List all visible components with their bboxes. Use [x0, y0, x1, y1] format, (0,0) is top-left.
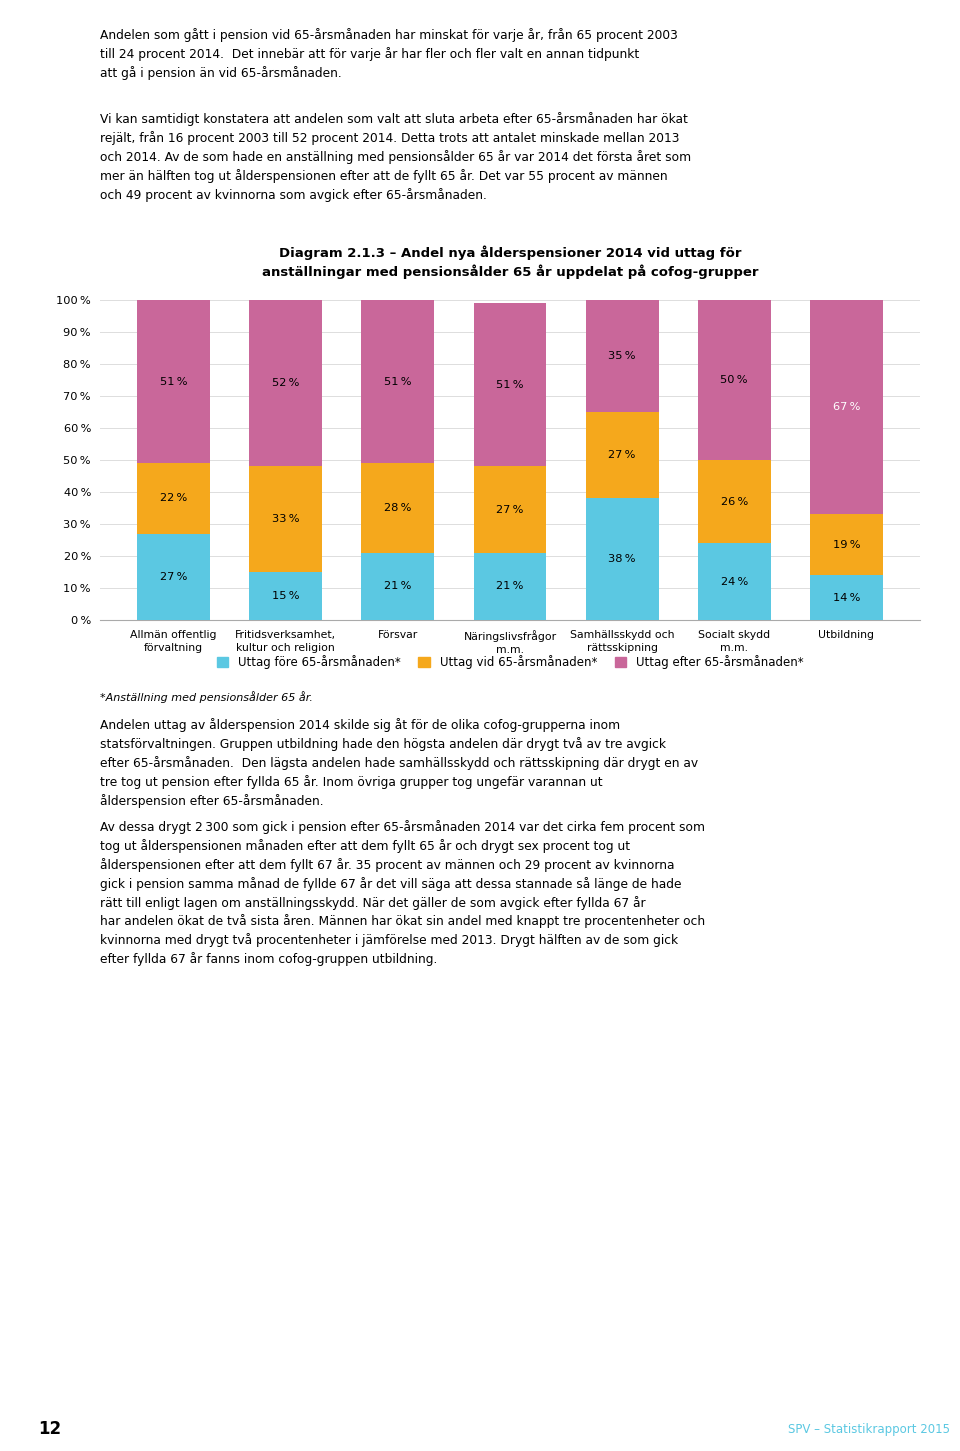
Text: Andelen uttag av ålderspension 2014 skilde sig åt för de olika cofog-grupperna i: Andelen uttag av ålderspension 2014 skil…: [100, 718, 698, 808]
Bar: [362, 300, 434, 463]
Text: Diagram 2.1.3 – Andel nya ålderspensioner 2014 vid uttag för
anställningar med p: Diagram 2.1.3 – Andel nya ålderspensione…: [262, 245, 758, 279]
Bar: [586, 300, 659, 412]
Text: 24 %: 24 %: [721, 576, 748, 586]
Bar: [698, 300, 771, 460]
Text: 21 %: 21 %: [384, 582, 412, 592]
Bar: [698, 543, 771, 620]
Text: 52 %: 52 %: [272, 379, 300, 389]
Text: SPV – Statistikrapport 2015: SPV – Statistikrapport 2015: [788, 1423, 950, 1435]
Bar: [810, 300, 883, 515]
Bar: [362, 553, 434, 620]
Text: 27 %: 27 %: [160, 572, 187, 582]
Bar: [250, 466, 323, 572]
Text: Nybeviljade pensioner: Nybeviljade pensioner: [12, 506, 25, 654]
Bar: [250, 300, 323, 466]
Text: 21 %: 21 %: [496, 582, 524, 592]
Text: 38 %: 38 %: [609, 554, 636, 564]
Text: 28 %: 28 %: [384, 503, 412, 514]
Bar: [586, 412, 659, 498]
Bar: [137, 300, 210, 463]
Text: Av dessa drygt 2 300 som gick i pension efter 65-årsmånaden 2014 var det cirka f: Av dessa drygt 2 300 som gick i pension …: [100, 820, 706, 966]
Bar: [698, 460, 771, 543]
Bar: [473, 553, 546, 620]
Text: 26 %: 26 %: [721, 496, 748, 506]
Text: 12: 12: [38, 1421, 61, 1438]
Text: Andelen som gått i pension vid 65-årsmånaden har minskat för varje år, från 65 p: Andelen som gått i pension vid 65-årsmån…: [100, 28, 678, 80]
Text: 27 %: 27 %: [609, 450, 636, 460]
Bar: [810, 515, 883, 575]
Text: 67 %: 67 %: [832, 402, 860, 412]
Bar: [810, 575, 883, 620]
Text: 22 %: 22 %: [160, 493, 187, 503]
Bar: [250, 572, 323, 620]
Bar: [473, 303, 546, 466]
Bar: [362, 463, 434, 553]
Text: 33 %: 33 %: [272, 514, 300, 524]
Bar: [137, 463, 210, 534]
Text: 51 %: 51 %: [384, 377, 412, 386]
Text: 51 %: 51 %: [160, 377, 187, 386]
Text: 51 %: 51 %: [496, 380, 524, 390]
Legend: Uttag före 65-årsmånaden*, Uttag vid 65-årsmånaden*, Uttag efter 65-årsmånaden*: Uttag före 65-årsmånaden*, Uttag vid 65-…: [212, 650, 808, 673]
Text: 15 %: 15 %: [272, 591, 300, 601]
Text: 50 %: 50 %: [720, 374, 748, 385]
Text: *Anställning med pensionsålder 65 år.: *Anställning med pensionsålder 65 år.: [100, 691, 313, 702]
Text: 35 %: 35 %: [609, 351, 636, 361]
Bar: [137, 534, 210, 620]
Text: 19 %: 19 %: [832, 540, 860, 550]
Bar: [586, 498, 659, 620]
Text: 14 %: 14 %: [832, 592, 860, 602]
Text: 27 %: 27 %: [496, 505, 524, 515]
Text: Vi kan samtidigt konstatera att andelen som valt att sluta arbeta efter 65-årsmå: Vi kan samtidigt konstatera att andelen …: [100, 112, 691, 202]
Bar: [473, 466, 546, 553]
